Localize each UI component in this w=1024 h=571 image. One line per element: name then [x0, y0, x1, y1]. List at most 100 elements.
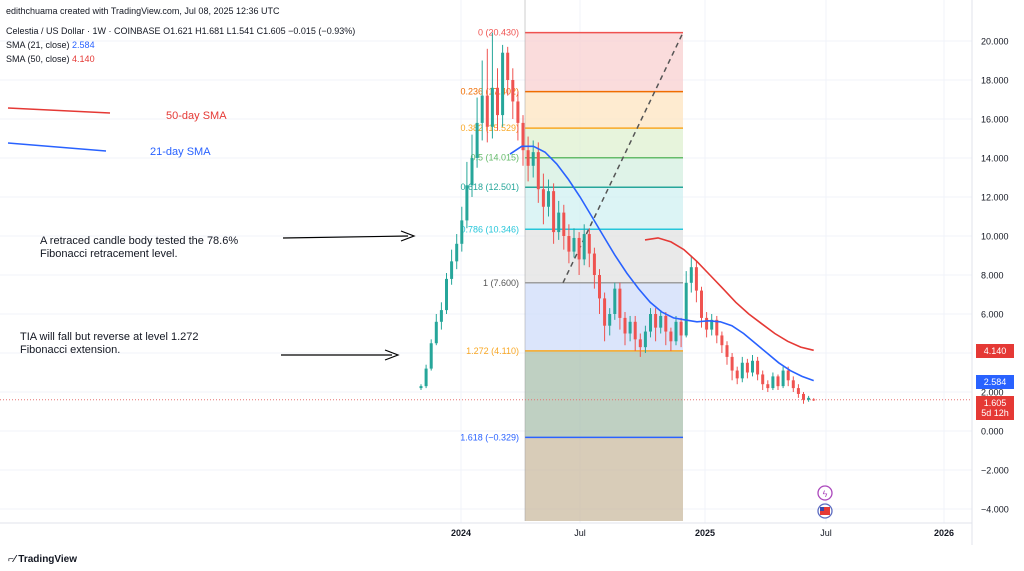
candle-body	[771, 376, 775, 389]
x-tick-label: 2024	[451, 528, 471, 538]
annotation-fib-retracement: A retraced candle body tested the 78.6% …	[40, 235, 238, 261]
candles	[419, 32, 816, 404]
sma50-indicator-value: 4.140	[72, 54, 95, 64]
fibonacci-levels: 0 (20.430) 0.236 (17.402) 0.382 (15.529) 0.…	[460, 0, 683, 521]
fib-level-label: 0.786 (10.346)	[460, 224, 519, 234]
candle-body	[613, 288, 617, 314]
candle-body	[740, 362, 744, 379]
candle-body	[781, 370, 785, 387]
candle-body	[649, 314, 652, 332]
y-tick-label: 14.000	[981, 154, 1009, 164]
time-axis: 2024 Jul 2025 Jul 2026	[0, 522, 972, 538]
candle-body	[541, 189, 545, 207]
candle-body	[511, 80, 515, 102]
candle-body	[424, 368, 428, 387]
candle-body	[475, 122, 479, 158]
fib-level-label: 1.618 (−0.329)	[460, 432, 519, 442]
y-tick-label: 16.000	[981, 115, 1009, 125]
candle-body	[700, 290, 703, 318]
x-tick-label: Jul	[820, 528, 832, 538]
candle-body	[598, 275, 601, 299]
annotation-2-line-2: Fibonacci extension.	[20, 344, 121, 356]
chart-credit: edithchuama created with TradingView.com…	[6, 6, 280, 16]
symbol-name: Celestia / US Dollar · 1W · COINBASE	[6, 26, 161, 36]
sma50-price-tag: 4.140	[976, 344, 1014, 358]
annotation-arrowhead-2	[384, 349, 400, 361]
candle-body	[552, 191, 556, 233]
candle-body	[710, 319, 714, 330]
indicator-icons: ϟ	[817, 485, 833, 519]
candle-body	[572, 237, 576, 252]
fib-level-label: 0.618 (12.501)	[460, 182, 519, 192]
candle-body	[633, 321, 637, 340]
x-tick-label: Jul	[574, 528, 586, 538]
fib-zone	[525, 437, 683, 521]
countdown-tag: 5d 12h	[976, 406, 1014, 420]
symbol-header: Celestia / US Dollar · 1W · COINBASE O1.…	[6, 26, 355, 36]
candle-body	[429, 343, 433, 369]
candle-body	[730, 356, 734, 371]
candle-body	[735, 370, 739, 379]
candle-body	[608, 314, 612, 326]
fib-level-label: 0.236 (17.402)	[460, 87, 519, 97]
legend-sma50-line	[7, 107, 111, 114]
fib-level-label: 0.5 (14.015)	[470, 153, 519, 163]
x-tick-label: 2026	[934, 528, 954, 538]
candle-body	[521, 122, 525, 151]
candle-body	[725, 345, 729, 357]
candle-body	[536, 152, 540, 190]
candle-body	[807, 397, 811, 400]
sma21-indicator-row[interactable]: SMA (21, close) 2.584	[6, 40, 95, 50]
sma21-indicator-value: 2.584	[72, 40, 95, 50]
sma50-indicator-row[interactable]: SMA (50, close) 4.140	[6, 54, 95, 64]
fibonacci-zones	[525, 32, 683, 521]
fib-zone	[525, 187, 683, 230]
fib-level-label: 0.382 (15.529)	[460, 123, 519, 133]
candle-body	[501, 52, 505, 116]
candle-body	[766, 384, 770, 389]
sma21-line	[509, 145, 814, 382]
candle-body	[812, 399, 816, 401]
legend-sma21-line	[7, 142, 107, 152]
candle-body	[582, 234, 586, 260]
y-tick-label: −2.000	[981, 466, 1009, 476]
candle-body	[720, 335, 724, 346]
candle-body	[776, 376, 780, 387]
fib-zone	[525, 32, 683, 92]
fib-zone	[525, 128, 683, 158]
candle-body	[751, 360, 754, 373]
candle-body	[684, 282, 688, 336]
sma50-indicator-label: SMA (50, close)	[6, 54, 70, 64]
candle-body	[669, 331, 673, 342]
y-tick-label: 18.000	[981, 76, 1009, 86]
fib-zone	[525, 350, 683, 438]
x-tick-label: 2025	[695, 528, 715, 538]
y-tick-label: 12.000	[981, 193, 1009, 203]
tradingview-logo[interactable]: ⌐⁄ TradingView	[8, 554, 77, 565]
candle-body	[547, 191, 550, 207]
candle-body	[485, 95, 489, 127]
tradingview-logo-text: TradingView	[18, 554, 78, 565]
us-flag-stripes	[820, 507, 830, 515]
sma21-price-tag: 2.584	[976, 375, 1014, 389]
candle-body	[445, 278, 448, 311]
candle-body	[745, 362, 749, 373]
candle-body	[654, 314, 658, 328]
candle-body	[674, 321, 678, 342]
candle-body	[490, 87, 494, 127]
candle-body	[638, 339, 642, 348]
candle-body	[643, 331, 647, 348]
fib-level-label: 1.272 (4.110)	[466, 346, 519, 356]
candle-body	[756, 360, 760, 375]
lightning-icon	[817, 485, 833, 501]
annotation-1-line-2: Fibonacci retracement level.	[40, 248, 178, 260]
y-tick-label: 6.000	[981, 310, 1004, 320]
y-tick-label: −4.000	[981, 505, 1009, 515]
candle-body	[623, 317, 627, 334]
candle-body	[664, 315, 668, 332]
annotation-2-line-1: TIA will fall but reverse at level 1.272	[20, 331, 199, 343]
candle-body	[705, 317, 709, 330]
candle-body	[679, 321, 683, 336]
candle-body	[480, 95, 484, 123]
